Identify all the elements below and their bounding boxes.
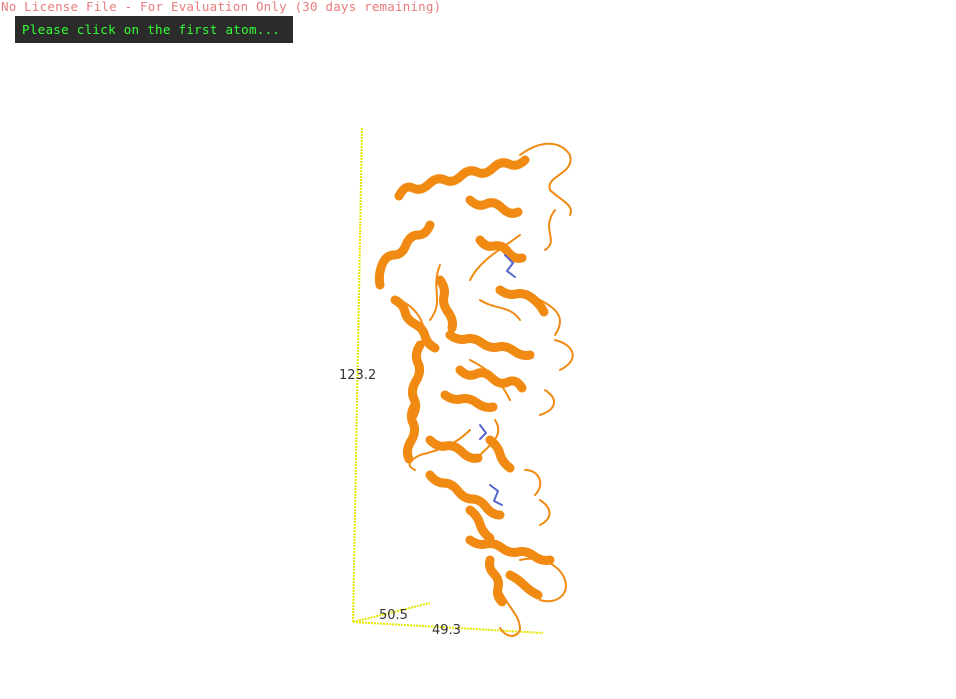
dimension-label-depth: 50.5 xyxy=(379,608,408,623)
dimension-label-height: 123.2 xyxy=(339,368,376,383)
status-prompt: Please click on the first atom... xyxy=(15,16,293,43)
bounding-box-axes xyxy=(352,127,544,634)
protein-cartoon[interactable] xyxy=(374,142,574,637)
license-notice: No License File - For Evaluation Only (3… xyxy=(1,0,442,14)
dimension-label-width: 49.3 xyxy=(432,623,461,638)
